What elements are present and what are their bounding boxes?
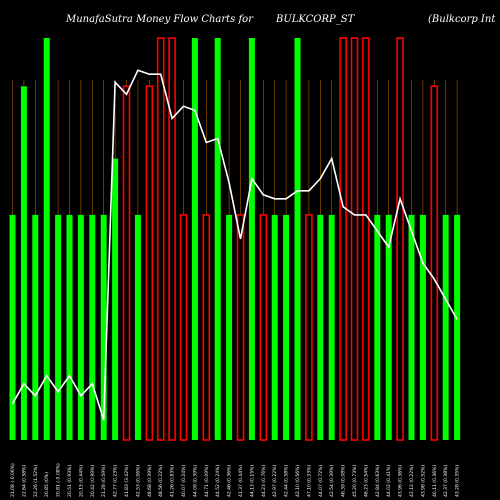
x-tick-label: 20.51 (0.93%) (67, 465, 73, 497)
outflow-bar (236, 214, 245, 441)
outflow-bar (145, 85, 154, 441)
inflow-bar (66, 214, 73, 440)
x-tick-label: 44.52 (0.24%) (215, 465, 221, 497)
inflow-bar (43, 38, 50, 440)
outflow-bar (305, 214, 313, 441)
x-tick-label: 48.56 (0.22%) (158, 465, 164, 497)
inflow-bar (419, 214, 426, 440)
inflow-bar (214, 38, 221, 440)
inflow-bar (328, 214, 335, 440)
inflow-bar (112, 158, 119, 440)
inflow-bar (89, 214, 96, 440)
inflow-bar (100, 214, 107, 440)
chart-title-company: (Bulkcorp Int (428, 14, 496, 25)
x-tick-label: 40.11 (0.36%) (432, 465, 438, 497)
x-tick-label: 44.07 (0.72%) (318, 465, 324, 497)
inflow-bar (454, 214, 461, 440)
inflow-bar (271, 214, 278, 440)
x-tick-label: 43.98 (0.52%) (420, 465, 426, 497)
outflow-bar (396, 37, 404, 441)
x-tick-label: 20.81 (-0.08%) (56, 463, 62, 497)
x-tick-labels: 21.08 (-0.06%) 22.64 (0.58%) 22.26 (1.52%)… (10, 463, 461, 497)
inflow-bar (226, 214, 233, 440)
inflow-bar (20, 86, 27, 441)
inflow-bar (248, 38, 255, 440)
x-tick-label: 47.10 (0.33%) (306, 465, 312, 497)
x-tick-label: 46.23 (0.54%) (363, 465, 369, 497)
x-tick-label: 42.97 (0.22%) (272, 465, 278, 497)
outflow-bar (339, 37, 347, 441)
x-tick-label: 44.09 (0.39%) (192, 465, 198, 497)
outflow-bar (430, 85, 439, 441)
inflow-bar (374, 214, 381, 440)
x-tick-label: 42.53 (0.06%) (135, 465, 141, 497)
x-tick-label: 43.28 (0.35%) (455, 465, 461, 497)
chart-title-symbol: BULKCORP_ST (275, 14, 356, 25)
x-tick-label: 22.64 (0.58%) (21, 465, 27, 497)
outflow-bar (179, 214, 188, 441)
x-tick-label: 42.12 (0.22%) (409, 465, 415, 497)
outflow-bar (156, 37, 165, 441)
x-tick-label: 42.44 (0.58%) (284, 465, 290, 497)
inflow-bar (294, 38, 301, 440)
x-tick-label: 43.96 (0.36%) (398, 465, 404, 497)
inflow-bar (191, 38, 198, 440)
x-tick-label: 44.02 (0.41%) (386, 465, 392, 497)
x-tick-label: 42.10 (0.56%) (295, 465, 301, 497)
x-tick-label: 41.26 (0.83%) (170, 465, 176, 497)
x-tick-label: 42.37 (0.38%) (443, 465, 449, 497)
outflow-bar (362, 37, 370, 441)
x-tick-label: 42.84 (0.63%) (375, 465, 381, 497)
inflow-bar (317, 214, 324, 440)
x-tick-label: 21.08 (-0.06%) (10, 463, 16, 497)
chart-title-left: MunafaSutra Money Flow Charts for (65, 14, 254, 25)
x-tick-label: 46.39 (0.08%) (341, 465, 347, 497)
x-tick-label: 44.13 (0.15%) (249, 465, 255, 497)
x-tick-label: 42.54 (0.39%) (329, 465, 335, 497)
inflow-bar (442, 214, 449, 440)
x-tick-label: 22.26 (1.52%) (33, 465, 39, 497)
inflow-bar (32, 214, 39, 440)
x-tick-label: 20.85 (0%) (44, 472, 50, 497)
flow-bars (9, 37, 461, 441)
inflow-bar (55, 214, 62, 440)
inflow-bar (134, 214, 141, 440)
outflow-bar (259, 214, 268, 441)
x-tick-label: 45.20 (0.73%) (352, 465, 358, 497)
x-tick-label: 41.37 (0.44%) (238, 465, 244, 497)
price-line (11, 69, 458, 421)
inflow-bar (408, 214, 415, 440)
outflow-bar (168, 37, 176, 441)
x-tick-label: 20.15 (0.44%) (78, 465, 84, 497)
x-tick-label: 42.46 (0.36%) (227, 465, 233, 497)
x-tick-label: 48.68 (0.39%) (147, 465, 153, 497)
x-tick-label: 41.83 (3.42%) (124, 465, 130, 497)
inflow-bar (9, 214, 16, 440)
x-tick-label: 21.28 (0.59%) (101, 465, 107, 497)
x-tick-label: 44.23 (0.76%) (261, 465, 267, 497)
inflow-bar (385, 214, 392, 440)
x-tick-label: 40.07 (0.24%) (181, 465, 187, 497)
outflow-bar (122, 85, 131, 441)
inflow-bar (283, 214, 290, 440)
outflow-bar (350, 37, 359, 441)
outflow-bar (202, 214, 211, 441)
inflow-bar (77, 214, 84, 440)
x-tick-label: 20.42 (0.99%) (90, 465, 96, 497)
x-tick-label: 42.77 (0.23%) (113, 465, 119, 497)
x-tick-label: 44.71 (0.09%) (204, 465, 210, 497)
